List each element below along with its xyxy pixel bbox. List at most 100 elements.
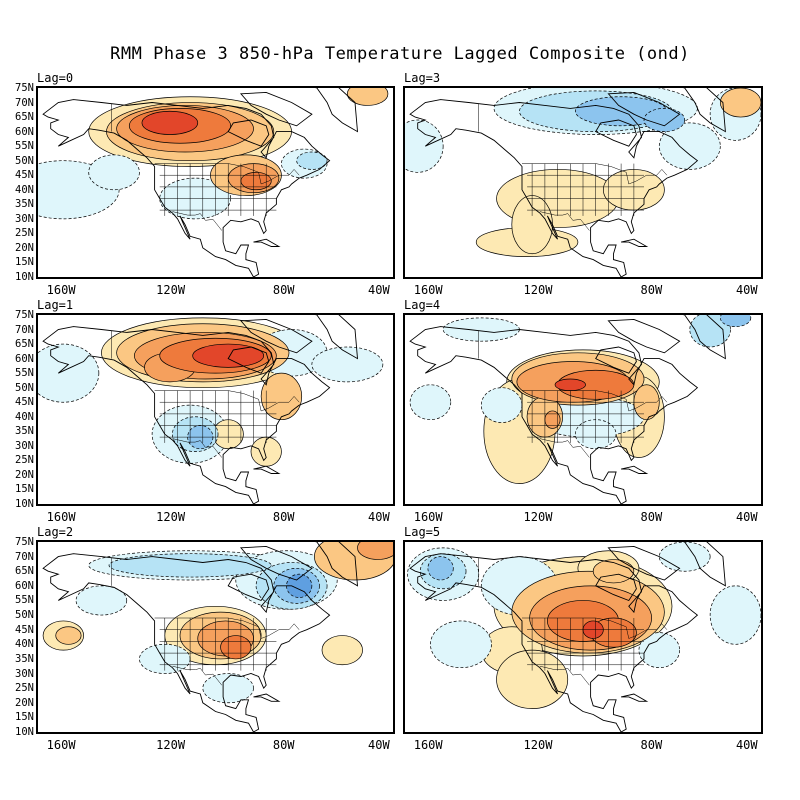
cool-anomaly-contour — [638, 632, 680, 669]
latitude-tick-label: 75N — [15, 82, 34, 94]
coastline — [682, 88, 726, 133]
longitude-tick-label: 160W — [46, 283, 76, 297]
warm-anomaly-contour — [240, 171, 272, 191]
latitude-tick-label: 65N — [15, 565, 34, 578]
latitude-tick-label: 25N — [15, 227, 34, 240]
longitude-tick-label: 120W — [156, 738, 186, 752]
coastline — [239, 545, 313, 581]
coastline — [607, 545, 681, 581]
latitude-tick-label: 55N — [15, 140, 34, 153]
longitude-tick-label: 120W — [523, 510, 553, 524]
latitude-tick-label: 60N — [15, 352, 34, 365]
contour-map-svg — [405, 315, 761, 504]
coastline — [409, 326, 699, 504]
latitude-tick-label: 25N — [15, 454, 34, 467]
latitude-tick-label: 55N — [15, 367, 34, 380]
warm-anomaly-contour — [357, 542, 393, 560]
longitude-tick-label: 120W — [523, 283, 553, 297]
political-boundary — [522, 617, 668, 639]
latitude-tick-label: 40N — [15, 638, 34, 651]
coastline — [42, 99, 331, 277]
coastline — [621, 238, 649, 247]
longitude-tick-label: 120W — [156, 283, 186, 297]
cool-anomaly-contour — [709, 585, 761, 645]
longitude-tick-label: 40W — [368, 283, 390, 297]
longitude-tick-label: 40W — [735, 510, 758, 524]
latitude-tick-label: 60N — [15, 579, 34, 592]
contour-map-svg — [38, 542, 393, 732]
longitude-tick-label: 40W — [735, 283, 758, 297]
latitude-tick-label: 70N — [15, 323, 34, 336]
latitude-axis: 75N 70N 65N 60N 55N 50N 45N 40N 35N 30N 25N 20N 15N 1… — [0, 537, 34, 738]
coastline — [42, 553, 331, 732]
panel-lag-label: Lag=5 — [404, 525, 441, 539]
cool-anomaly-contour — [480, 387, 523, 423]
contour-map-svg — [38, 88, 393, 277]
latitude-axis: 75N 70N 65N 60N 55N 50N 45N 40N 35N 30N 25N 20N 15N 1… — [0, 309, 34, 510]
coastline — [315, 542, 359, 587]
warm-anomaly-contour — [220, 635, 252, 660]
contour-map-svg — [405, 88, 761, 277]
political-boundary — [154, 617, 300, 639]
cool-anomaly-contour — [286, 573, 313, 598]
cool-anomaly-contour — [658, 122, 721, 170]
anomaly-map — [403, 313, 763, 506]
latitude-tick-label: 15N — [15, 483, 34, 496]
latitude-tick-label: 70N — [15, 550, 34, 563]
coastline — [315, 315, 359, 360]
latitude-tick-label: 60N — [15, 125, 34, 138]
warm-anomaly-contour — [347, 88, 389, 106]
latitude-tick-label: 75N — [15, 309, 34, 321]
coastline — [607, 318, 681, 354]
coastline — [595, 119, 637, 147]
cool-anomaly-contour — [88, 154, 140, 191]
political-boundary — [154, 390, 300, 412]
latitude-tick-label: 50N — [15, 609, 34, 622]
political-boundary — [539, 211, 590, 231]
political-boundary — [522, 163, 668, 185]
latitude-axis: 75N 70N 65N 60N 55N 50N 45N 40N 35N 30N 25N 20N 15N 1… — [0, 82, 34, 283]
longitude-axis: 160W 120W 80W 40W — [403, 738, 763, 752]
longitude-tick-label: 120W — [156, 510, 186, 524]
latitude-tick-label: 70N — [15, 96, 34, 109]
longitude-tick-label: 160W — [46, 738, 76, 752]
warm-anomaly-contour — [554, 378, 586, 391]
cool-anomaly-contour — [658, 542, 711, 572]
cool-anomaly-contour — [442, 317, 520, 342]
coastline — [682, 542, 726, 587]
latitude-tick-label: 35N — [15, 652, 34, 665]
coastline — [42, 326, 331, 504]
anomaly-map — [36, 86, 395, 279]
cool-anomaly-contour — [719, 315, 752, 327]
latitude-tick-label: 20N — [15, 241, 34, 254]
cool-anomaly-contour — [427, 556, 454, 581]
coastline — [621, 465, 649, 474]
anomaly-map — [36, 313, 395, 506]
longitude-tick-label: 80W — [272, 738, 295, 752]
latitude-tick-label: 50N — [15, 381, 34, 394]
latitude-tick-label: 35N — [15, 198, 34, 211]
coastline — [595, 346, 637, 374]
panel-lag-label: Lag=0 — [37, 71, 74, 85]
longitude-axis: 160W 120W 80W 40W — [36, 510, 395, 524]
latitude-tick-label: 40N — [15, 410, 34, 423]
panel-lag-label: Lag=2 — [37, 525, 74, 539]
coastline — [227, 119, 270, 147]
cool-anomaly-contour — [311, 346, 384, 383]
latitude-tick-label: 20N — [15, 468, 34, 481]
latitude-tick-label: 25N — [15, 682, 34, 695]
coastline — [227, 573, 270, 602]
coastline — [682, 315, 726, 360]
latitude-tick-label: 30N — [15, 212, 34, 225]
warm-anomaly-contour — [321, 635, 363, 666]
anomaly-map — [403, 540, 763, 734]
latitude-tick-label: 15N — [15, 711, 34, 724]
panel-lag-label: Lag=3 — [404, 71, 441, 85]
political-boundary — [172, 438, 222, 458]
political-boundary — [539, 665, 590, 686]
cool-anomaly-contour — [409, 384, 452, 421]
coastline — [239, 318, 313, 354]
cool-anomaly-contour — [202, 673, 254, 704]
longitude-tick-label: 80W — [640, 283, 663, 297]
coastline — [621, 693, 649, 702]
